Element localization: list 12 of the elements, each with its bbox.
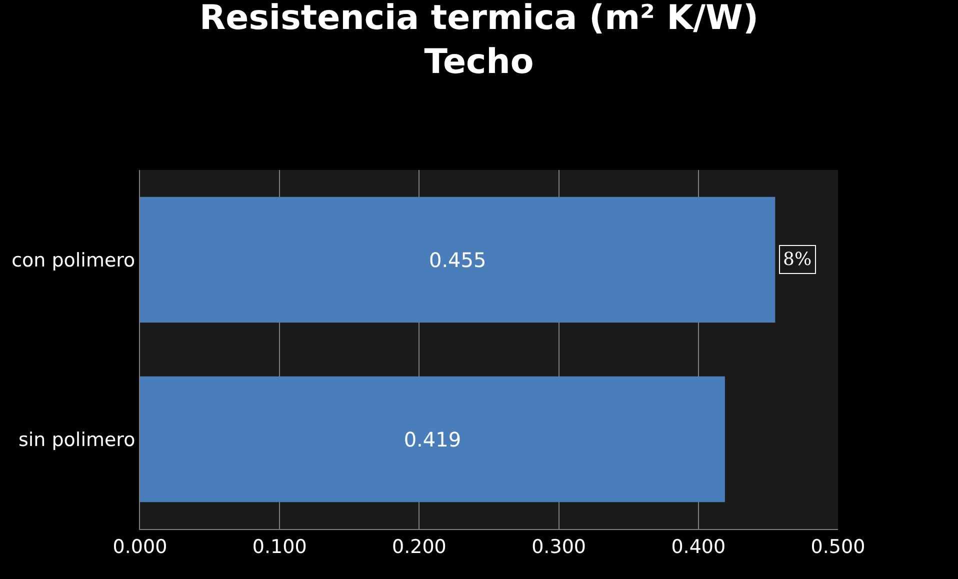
y-tick-label: con polimero bbox=[12, 249, 136, 272]
data-label: 0.419 bbox=[404, 427, 462, 452]
y-tick-label: sin polimero bbox=[18, 428, 136, 451]
annotation: 8% bbox=[783, 249, 812, 270]
x-tick-label: 0.300 bbox=[532, 536, 586, 558]
x-tick-label: 0.400 bbox=[671, 536, 726, 558]
chart-title: Resistencia termica (m² K/W) Techo bbox=[199, 0, 759, 82]
x-tick-label: 0.500 bbox=[810, 536, 866, 558]
data-label: 0.455 bbox=[428, 248, 486, 272]
x-tick-label: 0.000 bbox=[112, 536, 168, 558]
x-tick-label: 0.200 bbox=[392, 536, 446, 558]
x-tick-label: 0.100 bbox=[252, 536, 307, 558]
